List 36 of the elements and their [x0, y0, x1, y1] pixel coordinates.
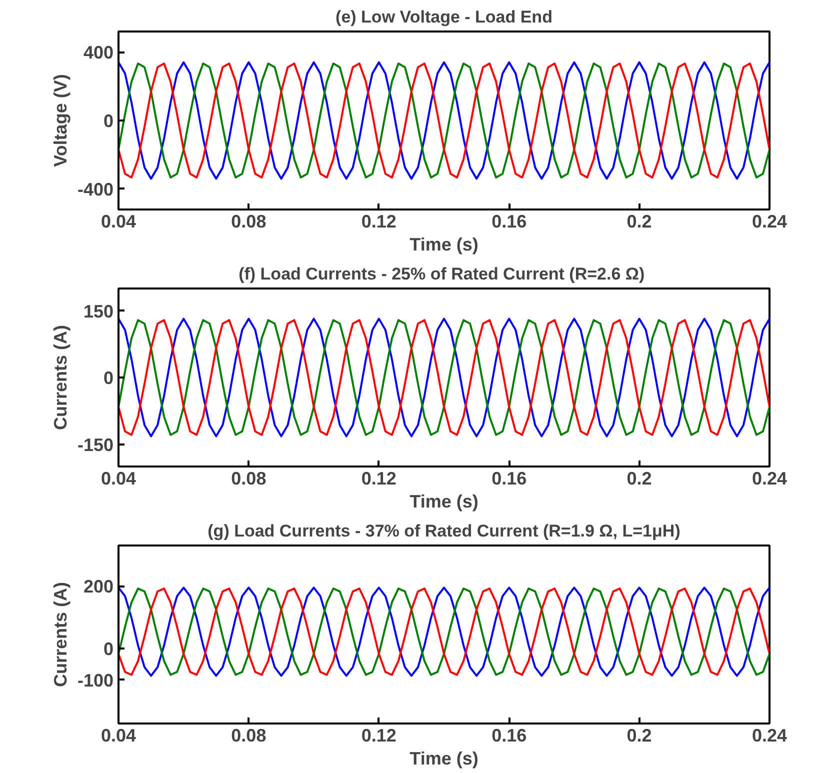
x-tick-label: 0.08 [231, 726, 266, 746]
x-tick-label: 0.08 [231, 212, 266, 232]
y-axis-title: Currents (A) [50, 324, 70, 430]
x-tick-label: 0.2 [626, 212, 652, 232]
x-tick-label: 0.12 [361, 726, 396, 746]
x-axis-title: Time (s) [410, 748, 478, 768]
y-tick-label: -100 [77, 670, 114, 690]
x-tick-label: 0.12 [361, 468, 396, 488]
chart-title: (g) Load Currents - 37% of Rated Current (R=1.9 Ω, L=1μH) [208, 522, 680, 540]
y-axis-title: Voltage (V) [50, 74, 70, 167]
x-tick-label: 0.04 [100, 212, 136, 232]
chart-title: (f) Load Currents - 25% of Rated Current (R=2.6 Ω) [238, 264, 645, 284]
chart-title: (e) Low Voltage - Load End [336, 8, 552, 26]
x-tick-label: 0.08 [231, 468, 266, 488]
y-tick-label: 200 [83, 576, 114, 597]
x-axis-title: Time (s) [410, 492, 478, 512]
x-axis-title: Time (s) [410, 234, 478, 254]
x-tick-label: 0.16 [492, 468, 527, 488]
x-tick-label: 0.04 [100, 468, 136, 488]
x-tick-label: 0.24 [752, 212, 788, 232]
y-tick-label: -150 [77, 434, 114, 455]
y-axis-title: Currents (A) [50, 582, 70, 687]
y-tick-label: 150 [83, 301, 114, 322]
x-tick-label: 0.12 [361, 212, 396, 232]
x-tick-label: 0.16 [492, 726, 527, 746]
x-tick-label: 0.2 [626, 468, 652, 488]
x-tick-label: 0.2 [626, 726, 652, 746]
x-tick-label: 0.16 [492, 212, 527, 232]
y-tick-label: 400 [83, 42, 114, 63]
y-tick-label: 0 [103, 368, 114, 388]
x-tick-label: 0.04 [100, 726, 136, 746]
y-tick-label: -400 [77, 179, 114, 200]
y-tick-label: 0 [103, 111, 114, 131]
x-tick-label: 0.24 [752, 468, 788, 488]
x-tick-label: 0.24 [752, 726, 788, 746]
y-tick-label: 0 [103, 639, 114, 660]
